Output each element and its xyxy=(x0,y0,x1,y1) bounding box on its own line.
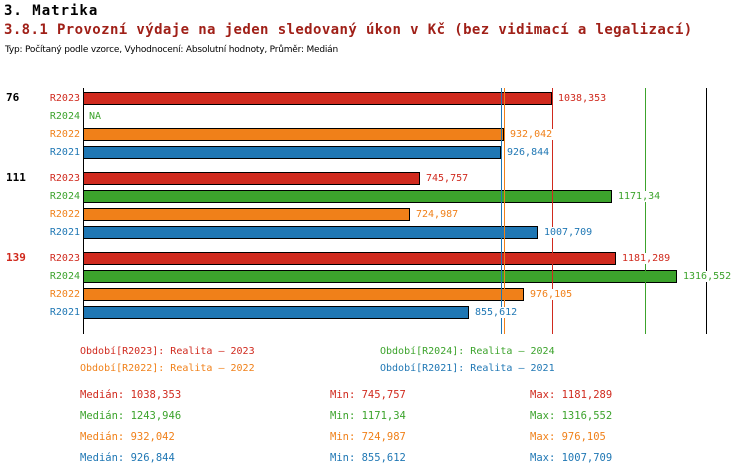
group-label: 76 xyxy=(6,91,20,104)
section-title: 3. Matrika xyxy=(4,3,99,19)
series-tick-R2024: R2024 xyxy=(49,191,80,202)
median-line-R2022 xyxy=(504,88,505,334)
stat-min-r2021: Min: 855,612 xyxy=(330,452,406,464)
series-tick-R2022: R2022 xyxy=(49,129,80,140)
stat-min-r2023: Min: 745,757 xyxy=(330,389,406,401)
series-tick-R2021: R2021 xyxy=(49,147,80,158)
legend-item-r2023: Období[R2023]: Realita – 2023 xyxy=(80,346,255,357)
stat-max-r2024: Max: 1316,552 xyxy=(530,410,613,422)
bar-R2023 xyxy=(83,172,420,185)
axis-right-line xyxy=(706,88,707,334)
bar-R2021 xyxy=(83,146,501,159)
group-label: 111 xyxy=(6,171,26,184)
bar-R2023 xyxy=(83,92,552,105)
stat-median-r2024: Medián: 1243,946 xyxy=(80,410,182,422)
bar-R2022 xyxy=(83,208,410,221)
bar-R2022 xyxy=(83,288,524,301)
bar-value-label: 1007,709 xyxy=(543,227,594,238)
series-tick-R2022: R2022 xyxy=(49,289,80,300)
stat-median-r2023: Medián: 1038,353 xyxy=(80,389,182,401)
series-tick-R2024: R2024 xyxy=(49,111,80,122)
bar-value-label: 1038,353 xyxy=(557,93,608,104)
bar-value-label: 1171,34 xyxy=(617,191,662,202)
series-tick-R2024: R2024 xyxy=(49,271,80,282)
series-tick-R2021: R2021 xyxy=(49,307,80,318)
legend-item-r2022: Období[R2022]: Realita – 2022 xyxy=(80,363,255,374)
median-line-R2023 xyxy=(552,88,553,334)
group-label: 139 xyxy=(6,251,26,264)
bar-value-label: 745,757 xyxy=(425,173,470,184)
bar-R2023 xyxy=(83,252,616,265)
series-tick-R2022: R2022 xyxy=(49,209,80,220)
bar-value-label: 1316,552 xyxy=(682,271,733,282)
stats-table: Medián: 1038,353 Min: 745,757 Max: 1181,… xyxy=(80,389,612,473)
bar-value-label: NA xyxy=(88,111,103,122)
median-line-R2024 xyxy=(645,88,646,334)
bar-R2024 xyxy=(83,270,677,283)
bar-value-label: 1181,289 xyxy=(621,253,672,264)
bar-value-label: 932,042 xyxy=(509,129,554,140)
stat-median-r2021: Medián: 926,844 xyxy=(80,452,175,464)
series-tick-R2023: R2023 xyxy=(49,173,80,184)
legend-item-r2021: Období[R2021]: Realita – 2021 xyxy=(380,363,555,374)
legend-item-r2024: Období[R2024]: Realita – 2024 xyxy=(380,346,555,357)
bar-value-label: 976,105 xyxy=(529,289,574,300)
series-tick-R2023: R2023 xyxy=(49,253,80,264)
bar-R2024 xyxy=(83,190,612,203)
bar-R2021 xyxy=(83,306,469,319)
stat-max-r2021: Max: 1007,709 xyxy=(530,452,613,464)
legend: Období[R2023]: Realita – 2023 Období[R20… xyxy=(80,346,555,380)
median-line-R2021 xyxy=(501,88,502,334)
report-title: 3.8.1 Provozní výdaje na jeden sledovaný… xyxy=(4,22,693,38)
series-tick-R2021: R2021 xyxy=(49,227,80,238)
bar-R2021 xyxy=(83,226,538,239)
stat-min-r2024: Min: 1171,34 xyxy=(330,410,406,422)
stat-max-r2023: Max: 1181,289 xyxy=(530,389,613,401)
chart: 76 R2023 R2024 R2022 R2021 111 R2023 R2024 R2022… xyxy=(0,88,750,334)
report-subtitle: Typ: Počítaný podle vzorce, Vyhodnocení:… xyxy=(5,45,339,55)
bar-value-label: 724,987 xyxy=(415,209,460,220)
stat-min-r2022: Min: 724,987 xyxy=(330,431,406,443)
bar-value-label: 926,844 xyxy=(506,147,551,158)
bar-R2022 xyxy=(83,128,504,141)
stat-median-r2022: Medián: 932,042 xyxy=(80,431,175,443)
series-tick-R2023: R2023 xyxy=(49,93,80,104)
bar-value-label: 855,612 xyxy=(474,307,519,318)
stat-max-r2022: Max: 976,105 xyxy=(530,431,606,443)
